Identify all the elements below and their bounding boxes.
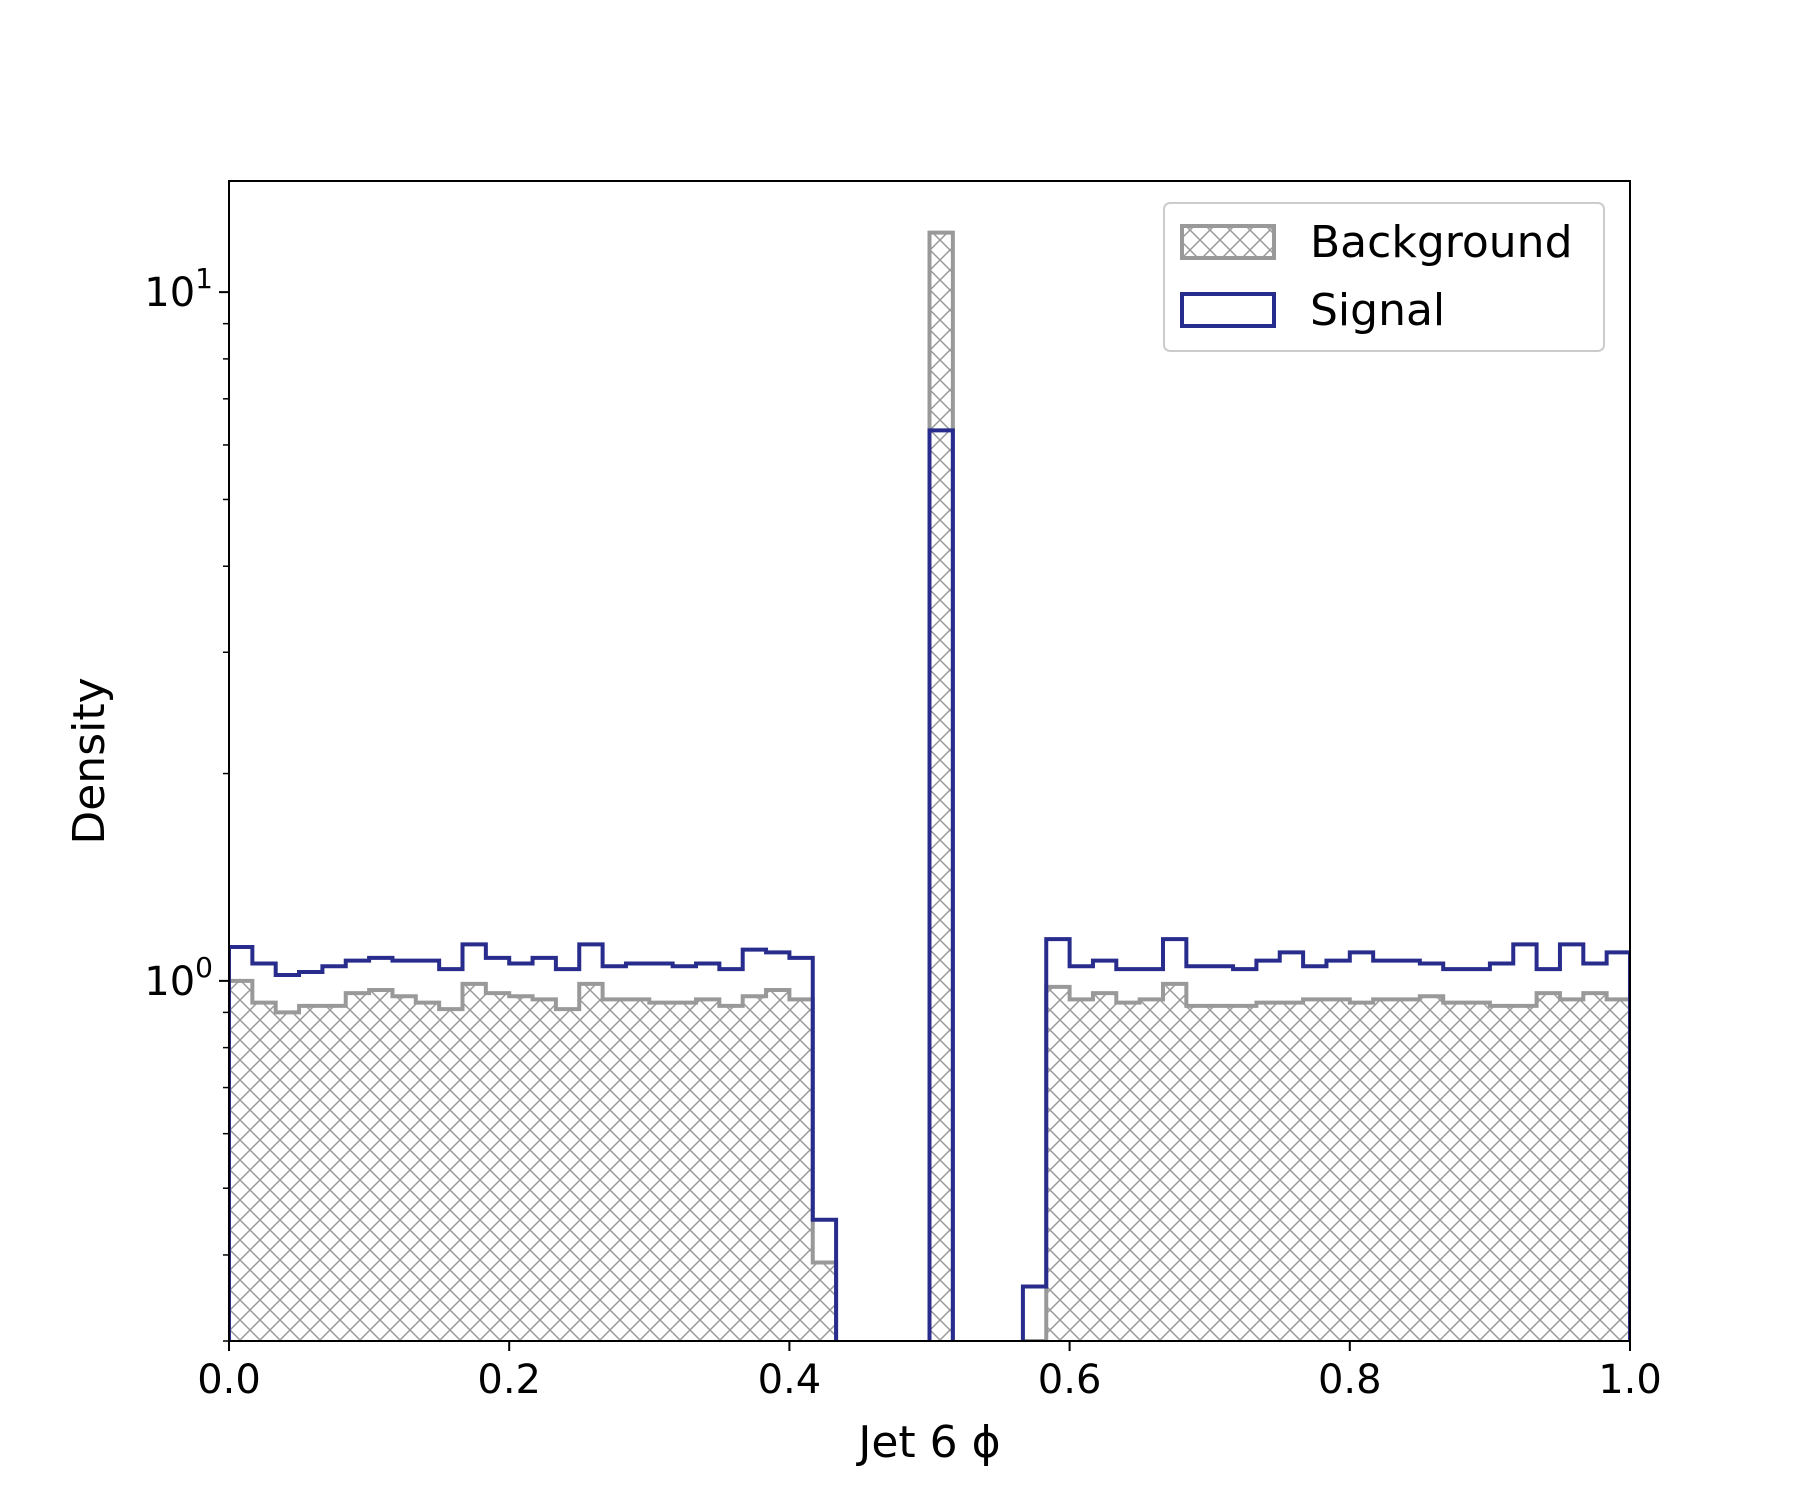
background-bar <box>1256 1002 1280 1341</box>
background-bar <box>392 996 416 1341</box>
background-bar <box>485 993 510 1341</box>
y-axis-label: Density <box>64 677 115 844</box>
background-bar <box>1443 1002 1467 1341</box>
y-tick-label: 100 <box>144 951 213 1005</box>
background-bar <box>1326 999 1350 1341</box>
background-step-outline <box>229 230 1630 1341</box>
legend-swatch-signal <box>1180 292 1276 328</box>
background-bar <box>252 1002 276 1341</box>
background-bar <box>509 996 533 1341</box>
background-bar <box>1092 993 1117 1341</box>
background-bar <box>1419 996 1444 1341</box>
background-bar <box>789 999 813 1341</box>
background-bar <box>1046 986 1070 1341</box>
background-bar <box>1606 999 1630 1341</box>
background-bar <box>415 1002 440 1341</box>
y-tick-label: 101 <box>144 262 213 316</box>
x-axis: 0.0 0.2 0.4 0.6 0.8 1.0 <box>197 1341 1662 1403</box>
background-bar <box>1489 1005 1514 1341</box>
legend-label-signal: Signal <box>1310 285 1445 336</box>
background-bar <box>1396 999 1420 1341</box>
background-bar <box>1163 983 1187 1341</box>
background-bar <box>369 989 393 1341</box>
legend-swatch-background <box>1180 224 1276 260</box>
background-bar <box>1559 999 1584 1341</box>
x-axis-label: Jet 6 ϕ <box>855 1417 1000 1468</box>
legend: Background Signal <box>1163 202 1605 352</box>
signal-steps <box>229 428 1630 1341</box>
plot-frame <box>228 180 1631 1342</box>
background-bar <box>579 983 603 1341</box>
background-bar <box>719 1005 743 1341</box>
background-bar <box>1116 1002 1140 1341</box>
x-tick-label: 1.0 <box>1598 1357 1662 1403</box>
background-bar <box>1349 1002 1374 1341</box>
background-bar <box>555 1009 580 1341</box>
background-bar <box>322 1005 346 1341</box>
background-bar <box>695 999 720 1341</box>
background-bar <box>812 1262 837 1341</box>
background-bar <box>625 999 650 1341</box>
background-bar <box>439 1009 463 1341</box>
background-bar <box>299 1005 323 1341</box>
y-axis: 100 101 <box>144 262 229 1342</box>
x-tick-label: 0.8 <box>1318 1357 1382 1403</box>
legend-label-background: Background <box>1310 217 1573 268</box>
background-bar <box>275 1012 300 1341</box>
x-tick-label: 0.0 <box>197 1357 261 1403</box>
background-bar <box>1373 999 1397 1341</box>
background-bar <box>929 232 953 1341</box>
signal-step-outline <box>229 428 1630 1341</box>
x-tick-label: 0.2 <box>477 1357 541 1403</box>
x-tick-label: 0.4 <box>758 1357 822 1403</box>
background-bar <box>345 993 370 1341</box>
background-bar <box>602 999 626 1341</box>
background-bar <box>1303 999 1327 1341</box>
background-bar <box>1139 999 1164 1341</box>
background-bar <box>1279 1002 1304 1341</box>
background-bar <box>766 989 790 1341</box>
background-bar <box>462 983 486 1341</box>
background-bar <box>1536 993 1560 1341</box>
background-bar <box>532 999 556 1341</box>
x-tick-label: 0.6 <box>1038 1357 1102 1403</box>
background-bar <box>1186 1005 1210 1341</box>
background-bar <box>1069 999 1093 1341</box>
background-bar <box>649 1002 673 1341</box>
background-bar <box>1513 1005 1537 1341</box>
background-bar <box>1233 1005 1257 1341</box>
background-bar <box>1583 993 1607 1341</box>
background-bar <box>1466 1002 1490 1341</box>
background-bar <box>672 1002 696 1341</box>
background-bars <box>229 230 1630 1341</box>
background-bar <box>229 980 253 1341</box>
background-bar <box>1209 1005 1234 1341</box>
background-bar <box>742 996 767 1341</box>
